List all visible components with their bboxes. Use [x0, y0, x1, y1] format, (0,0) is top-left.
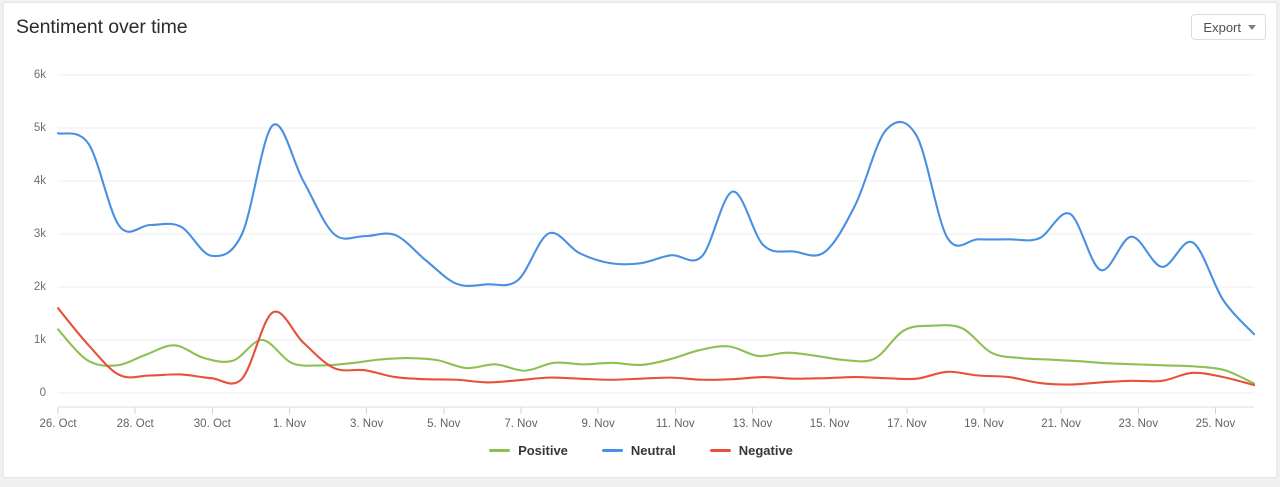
y-axis-tick-label: 5k	[34, 122, 46, 134]
x-axis-tick-label: 28. Oct	[117, 418, 155, 430]
card-header: Sentiment over time Export	[4, 3, 1276, 55]
y-axis-tick-label: 4k	[34, 175, 46, 187]
x-axis-tick-label: 3. Nov	[350, 418, 383, 430]
chevron-down-icon	[1248, 24, 1256, 30]
series-line-negative	[56, 307, 1256, 387]
legend-swatch-icon	[489, 449, 511, 452]
x-axis-tick-label: 15. Nov	[810, 418, 850, 430]
x-axis-tick-label: 1. Nov	[273, 418, 306, 430]
chart-plot-area: 0 1k 2k 3k 4k 5k 6k 26. Oct 28. Oct 30. Oct 1. Nov…	[4, 55, 1278, 435]
x-axis-tick-label: 30. Oct	[194, 418, 232, 430]
x-axis-tick-label: 13. Nov	[733, 418, 773, 430]
x-axis-tick-label: 25. Nov	[1196, 418, 1236, 430]
legend-item-positive[interactable]: Positive	[489, 443, 568, 458]
legend-item-label: Negative	[738, 443, 793, 458]
legend-swatch-icon	[601, 449, 623, 452]
x-axis-tick-label: 9. Nov	[582, 418, 615, 430]
legend-item-negative[interactable]: Negative	[709, 443, 793, 458]
x-axis-tick-label: 23. Nov	[1118, 418, 1158, 430]
legend-item-neutral[interactable]: Neutral	[601, 443, 676, 458]
export-button[interactable]: Export	[1191, 14, 1266, 40]
page-title: Sentiment over time	[16, 16, 188, 38]
y-axis-tick-label: 3k	[34, 228, 46, 240]
x-axis-tick-label: 11. Nov	[656, 418, 695, 430]
x-axis-tick-label: 5. Nov	[427, 418, 460, 430]
y-axis-tick-label: 0	[40, 387, 46, 399]
y-axis-tick-label: 1k	[34, 334, 46, 346]
sentiment-chart-card: Sentiment over time Export 0 1k 2k 3k 4k 5k 6k…	[3, 2, 1277, 478]
x-axis-tick-label: 21. Nov	[1041, 418, 1081, 430]
chart-legend: Positive Neutral Negative	[4, 443, 1278, 458]
x-axis-tick-label: 19. Nov	[964, 418, 1004, 430]
sentiment-line-chart: 0 1k 2k 3k 4k 5k 6k 26. Oct 28. Oct 30. Oct 1. Nov…	[34, 69, 1256, 430]
x-axis-tick-label: 17. Nov	[887, 418, 927, 430]
x-axis-tick-label: 7. Nov	[504, 418, 537, 430]
y-axis-tick-label: 2k	[34, 281, 46, 293]
legend-item-label: Neutral	[630, 443, 676, 458]
legend-item-label: Positive	[518, 443, 568, 458]
legend-swatch-icon	[709, 449, 731, 452]
series-line-positive	[56, 324, 1256, 385]
x-axis-tick-label: 26. Oct	[39, 418, 77, 430]
export-button-label: Export	[1203, 19, 1241, 35]
y-axis-tick-label: 6k	[34, 69, 46, 81]
series-line-neutral	[56, 120, 1256, 336]
